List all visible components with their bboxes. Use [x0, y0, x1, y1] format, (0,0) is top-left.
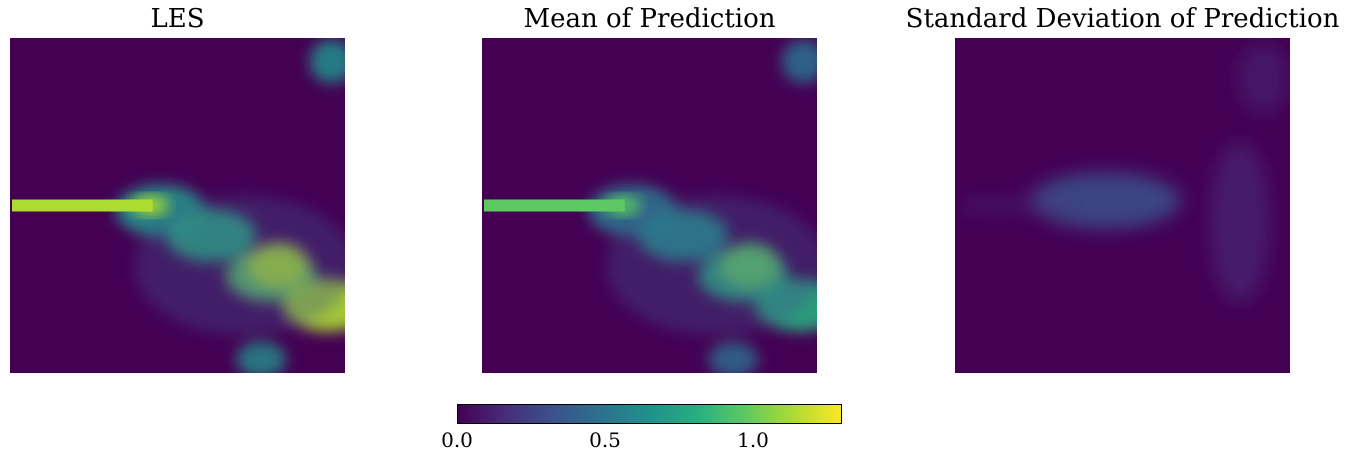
jet-stream — [484, 199, 625, 212]
heatmap-field — [115, 39, 345, 373]
colorbar-tick-label: 0.0 — [441, 428, 473, 452]
heatmap-std — [955, 38, 1290, 373]
colorbar-tick-label: 1.0 — [737, 428, 769, 452]
colorbar-gradient — [457, 404, 842, 424]
colorbar — [457, 404, 842, 424]
jet-stream — [12, 199, 153, 212]
heatmap-field — [587, 39, 817, 373]
panel-title-les: LES — [150, 4, 205, 34]
heatmap-les — [10, 38, 345, 373]
heatmap-mean — [482, 38, 817, 373]
colorbar-tick-label: 0.5 — [589, 428, 621, 452]
panel-title-std: Standard Deviation of Prediction — [905, 4, 1340, 34]
heatmap-field — [965, 43, 1289, 303]
panel-title-mean: Mean of Prediction — [523, 4, 776, 34]
